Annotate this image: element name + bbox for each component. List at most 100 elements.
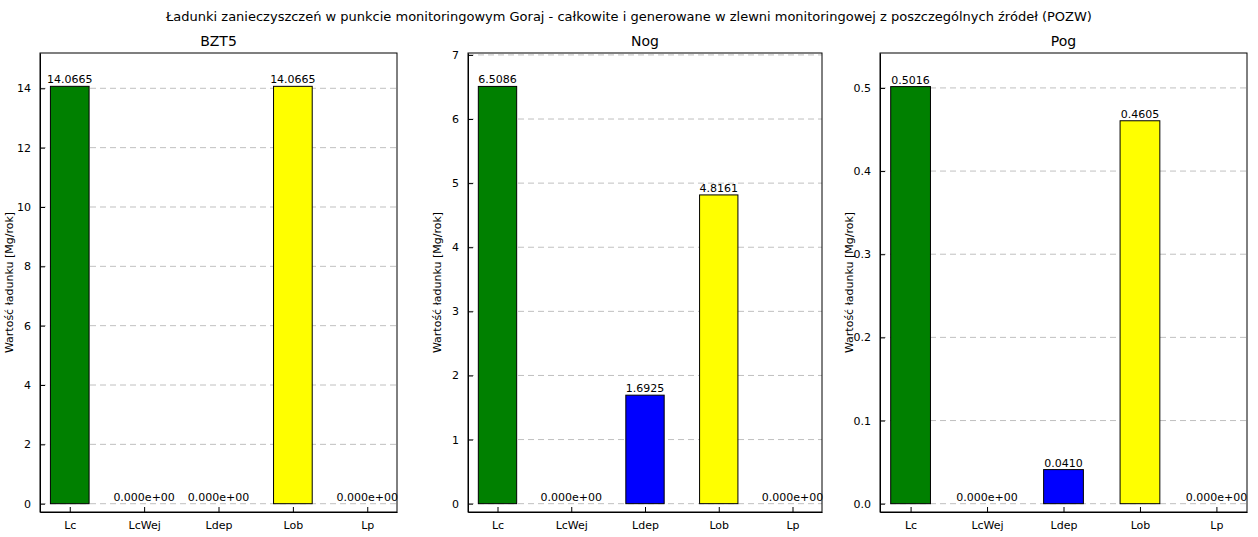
bars	[891, 87, 1160, 504]
x-tick-mark	[144, 507, 145, 512]
grid-line	[880, 337, 1247, 338]
data-label: 0.4605	[1121, 108, 1160, 121]
y-tick: 7	[452, 49, 473, 62]
plot-frame	[880, 53, 1247, 512]
y-tick-mark	[40, 326, 45, 327]
y-axis-line	[880, 54, 881, 513]
y-tick: 6	[452, 113, 473, 126]
grid-line	[468, 247, 822, 248]
y-tick-label: 14	[17, 82, 31, 95]
x-tick-label: Lc	[492, 519, 504, 532]
y-tick: 0.3	[854, 248, 886, 261]
x-tick: Ldep	[632, 507, 659, 532]
data-label: 14.0665	[270, 73, 316, 86]
x-tick: LcWej	[556, 507, 588, 532]
x-tick-mark	[293, 507, 294, 512]
data-label: 0.000e+00	[762, 491, 823, 504]
data-label: 0.000e+00	[1186, 491, 1247, 504]
y-tick-label: 2	[452, 369, 459, 382]
data-label: 0.000e+00	[188, 491, 249, 504]
panel: 01234567LcLcWejLdepLobLp6.50860.000e+001…	[431, 33, 823, 532]
x-tick-mark	[1064, 507, 1065, 512]
x-axis: LcLcWejLdepLobLp	[881, 507, 1248, 532]
grid	[40, 88, 397, 503]
y-tick-mark	[880, 337, 885, 338]
y-tick-mark	[468, 119, 473, 120]
y-tick-label: 0.1	[854, 415, 872, 428]
x-tick-mark	[70, 507, 71, 512]
y-tick-label: 0.3	[854, 248, 872, 261]
x-tick-mark	[219, 507, 220, 512]
y-tick-label: 7	[452, 49, 459, 62]
bars	[50, 86, 312, 503]
y-tick-label: 12	[17, 142, 31, 155]
grid-line	[468, 54, 822, 55]
x-tick: Lob	[284, 507, 304, 532]
y-tick: 8	[24, 260, 45, 273]
y-tick-mark	[880, 504, 885, 505]
y-tick: 0	[452, 498, 473, 511]
panel: 0.00.10.20.30.40.5LcLcWejLdepLobLp0.5016…	[843, 33, 1248, 532]
y-tick-mark	[40, 444, 45, 445]
y-tick: 1	[452, 434, 473, 447]
y-tick-mark	[40, 504, 45, 505]
chart-root: Ładunki zanieczyszczeń w punkcie monitor…	[0, 0, 1258, 537]
panel-title: BZT5	[200, 33, 237, 49]
data-label: 14.0665	[47, 73, 93, 86]
grid-line	[40, 88, 397, 89]
y-tick-mark	[468, 504, 473, 505]
x-tick: Lc	[64, 507, 76, 532]
bar	[478, 86, 516, 503]
data-label: 0.000e+00	[337, 491, 398, 504]
x-tick: Lob	[1131, 507, 1151, 532]
panel: 02468101214LcLcWejLdepLobLp14.06650.000e…	[3, 33, 398, 532]
y-tick: 0	[24, 498, 45, 511]
data-label: 1.6925	[626, 382, 665, 395]
grid-line	[40, 266, 397, 267]
y-tick-mark	[40, 266, 45, 267]
x-tick-label: Lc	[64, 519, 76, 532]
bars	[478, 86, 738, 503]
y-tick-mark	[40, 148, 45, 149]
y-tick-label: 6	[452, 113, 459, 126]
grid-line	[468, 375, 822, 376]
y-tick-mark	[468, 440, 473, 441]
y-tick-mark	[880, 171, 885, 172]
y-tick-mark	[40, 385, 45, 386]
x-tick-label: Lc	[905, 519, 917, 532]
grid-line	[468, 119, 822, 120]
grid-line	[468, 183, 822, 184]
y-axis-title: Wartość ładunku [Mg/rok]	[431, 212, 444, 353]
y-tick: 0.0	[854, 498, 886, 511]
grid-line	[880, 87, 1247, 88]
data-labels: 0.50160.000e+000.04100.46050.000e+00	[891, 74, 1247, 504]
x-tick: Lc	[905, 507, 917, 532]
data-labels: 14.0665 0.000e+00 0.000e+00 14.0665 0.000e+0…	[47, 73, 398, 503]
data-label: 0.000e+00	[113, 491, 174, 504]
grid-line	[468, 311, 822, 312]
y-tick-label: 1	[452, 434, 459, 447]
bar	[891, 87, 931, 504]
x-tick-mark	[645, 507, 646, 512]
grid-line	[40, 444, 397, 445]
grid-line	[40, 325, 397, 326]
y-tick: 0.2	[854, 331, 886, 344]
x-tick-mark	[719, 507, 720, 512]
y-tick-mark	[468, 183, 473, 184]
x-tick-label: Ldep	[1051, 519, 1078, 532]
y-tick-label: 0.4	[854, 165, 872, 178]
y-tick-label: 8	[24, 260, 31, 273]
x-tick-label: Ldep	[632, 519, 659, 532]
y-tick-mark	[468, 55, 473, 56]
grid-line	[40, 385, 397, 386]
y-tick-label: 2	[24, 438, 31, 451]
y-tick-label: 0	[24, 498, 31, 511]
y-tick: 0.1	[854, 415, 886, 428]
x-tick-label: Ldep	[206, 519, 233, 532]
y-tick: 2	[24, 438, 45, 451]
panel-title: Nog	[631, 33, 659, 49]
x-tick: Ldep	[1051, 507, 1078, 532]
x-tick-label: Lp	[1210, 519, 1223, 532]
y-tick: 3	[452, 305, 473, 318]
x-tick: Lp	[361, 507, 374, 532]
